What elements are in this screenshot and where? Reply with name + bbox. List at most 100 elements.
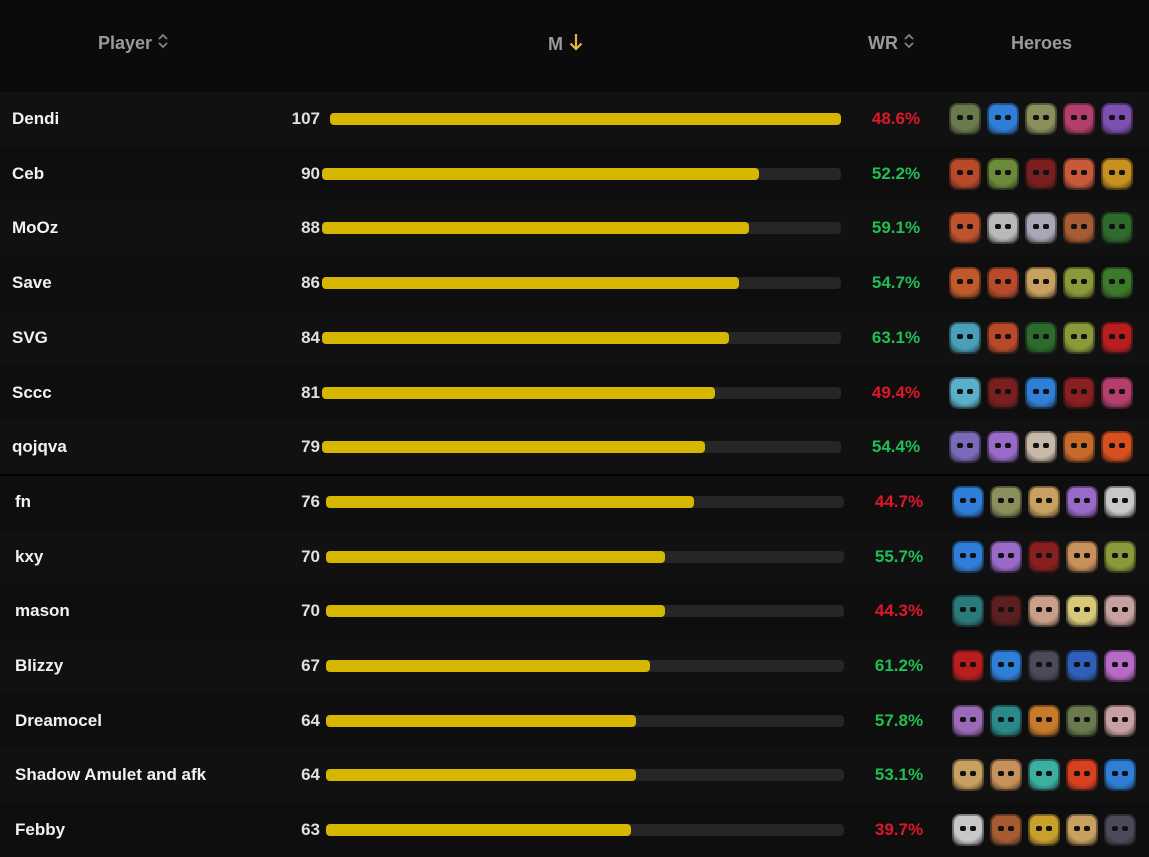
hero-portrait-icon[interactable]: [1104, 814, 1136, 846]
hero-portrait-icon[interactable]: [1104, 759, 1136, 791]
hero-portrait-icon[interactable]: [949, 103, 981, 135]
table-row[interactable]: MoOz 88 59.1%: [0, 201, 1149, 255]
hero-portrait-icon[interactable]: [990, 595, 1022, 627]
hero-portrait-icon[interactable]: [1104, 650, 1136, 682]
hero-portrait-icon[interactable]: [987, 431, 1019, 463]
hero-portrait-icon[interactable]: [952, 595, 984, 627]
hero-portrait-icon[interactable]: [949, 212, 981, 244]
player-name[interactable]: MoOz: [12, 218, 59, 237]
table-row[interactable]: Febby 63 39.7%: [0, 803, 1149, 857]
hero-portrait-icon[interactable]: [990, 705, 1022, 737]
hero-portrait-icon[interactable]: [1063, 267, 1095, 299]
hero-portrait-icon[interactable]: [1028, 814, 1060, 846]
hero-portrait-icon[interactable]: [1104, 595, 1136, 627]
hero-portrait-icon[interactable]: [987, 377, 1019, 409]
player-name[interactable]: Save: [12, 273, 52, 292]
hero-portrait-icon[interactable]: [987, 212, 1019, 244]
hero-portrait-icon[interactable]: [987, 158, 1019, 190]
player-name[interactable]: mason: [15, 601, 70, 620]
player-name[interactable]: Ceb: [12, 164, 45, 183]
hero-portrait-icon[interactable]: [949, 158, 981, 190]
hero-portrait-icon[interactable]: [1066, 486, 1098, 518]
winrate-column-header[interactable]: WR: [868, 33, 914, 54]
hero-portrait-icon[interactable]: [1101, 212, 1133, 244]
hero-portrait-icon[interactable]: [1066, 759, 1098, 791]
table-row[interactable]: Shadow Amulet and afk 64 53.1%: [0, 748, 1149, 802]
hero-portrait-icon[interactable]: [952, 759, 984, 791]
hero-portrait-icon[interactable]: [990, 650, 1022, 682]
table-row[interactable]: Ceb 90 52.2%: [0, 147, 1149, 201]
hero-portrait-icon[interactable]: [1028, 650, 1060, 682]
table-row[interactable]: Dendi 107 48.6%: [0, 92, 1149, 146]
hero-portrait-icon[interactable]: [1025, 212, 1057, 244]
player-name[interactable]: Blizzy: [15, 656, 64, 675]
player-name[interactable]: Dreamocel: [15, 711, 102, 730]
hero-portrait-icon[interactable]: [1028, 705, 1060, 737]
hero-portrait-icon[interactable]: [952, 541, 984, 573]
hero-portrait-icon[interactable]: [1025, 158, 1057, 190]
hero-portrait-icon[interactable]: [1063, 322, 1095, 354]
hero-portrait-icon[interactable]: [1104, 705, 1136, 737]
player-name[interactable]: Sccc: [12, 383, 52, 402]
matches-column-header[interactable]: M: [548, 33, 583, 56]
hero-portrait-icon[interactable]: [949, 322, 981, 354]
hero-portrait-icon[interactable]: [1063, 212, 1095, 244]
hero-portrait-icon[interactable]: [1101, 377, 1133, 409]
hero-portrait-icon[interactable]: [952, 814, 984, 846]
hero-portrait-icon[interactable]: [949, 267, 981, 299]
hero-portrait-icon[interactable]: [1025, 377, 1057, 409]
hero-portrait-icon[interactable]: [1101, 103, 1133, 135]
table-row[interactable]: Save 86 54.7%: [0, 256, 1149, 310]
player-name[interactable]: qojqva: [12, 437, 67, 456]
table-row[interactable]: fn 76 44.7%: [0, 475, 1149, 529]
player-name[interactable]: Shadow Amulet and afk: [15, 765, 207, 784]
player-name[interactable]: Febby: [15, 820, 66, 839]
hero-portrait-icon[interactable]: [1025, 267, 1057, 299]
player-name[interactable]: kxy: [15, 547, 44, 566]
player-name[interactable]: SVG: [12, 328, 48, 347]
hero-portrait-icon[interactable]: [1066, 595, 1098, 627]
hero-portrait-icon[interactable]: [1066, 814, 1098, 846]
hero-portrait-icon[interactable]: [1063, 431, 1095, 463]
hero-portrait-icon[interactable]: [987, 103, 1019, 135]
hero-portrait-icon[interactable]: [952, 650, 984, 682]
table-row[interactable]: Sccc 81 49.4%: [0, 366, 1149, 420]
hero-portrait-icon[interactable]: [952, 705, 984, 737]
table-row[interactable]: Blizzy 67 61.2%: [0, 639, 1149, 693]
hero-portrait-icon[interactable]: [1066, 650, 1098, 682]
hero-portrait-icon[interactable]: [949, 431, 981, 463]
hero-portrait-icon[interactable]: [990, 814, 1022, 846]
hero-portrait-icon[interactable]: [1063, 377, 1095, 409]
table-row[interactable]: SVG 84 63.1%: [0, 311, 1149, 365]
hero-portrait-icon[interactable]: [990, 759, 1022, 791]
hero-portrait-icon[interactable]: [1028, 541, 1060, 573]
hero-portrait-icon[interactable]: [1063, 158, 1095, 190]
hero-portrait-icon[interactable]: [1025, 322, 1057, 354]
hero-portrait-icon[interactable]: [1028, 759, 1060, 791]
table-row[interactable]: kxy 70 55.7%: [0, 530, 1149, 584]
hero-portrait-icon[interactable]: [949, 377, 981, 409]
player-name[interactable]: Dendi: [12, 109, 60, 128]
hero-portrait-icon[interactable]: [1066, 541, 1098, 573]
hero-portrait-icon[interactable]: [952, 486, 984, 518]
hero-portrait-icon[interactable]: [1101, 158, 1133, 190]
hero-portrait-icon[interactable]: [1028, 486, 1060, 518]
hero-portrait-icon[interactable]: [1101, 267, 1133, 299]
table-row[interactable]: mason 70 44.3%: [0, 584, 1149, 638]
hero-portrait-icon[interactable]: [1028, 595, 1060, 627]
hero-portrait-icon[interactable]: [1101, 431, 1133, 463]
hero-portrait-icon[interactable]: [1025, 103, 1057, 135]
hero-portrait-icon[interactable]: [1104, 541, 1136, 573]
hero-portrait-icon[interactable]: [990, 486, 1022, 518]
hero-portrait-icon[interactable]: [990, 541, 1022, 573]
hero-portrait-icon[interactable]: [1063, 103, 1095, 135]
table-row[interactable]: qojqva 79 54.4%: [0, 420, 1149, 474]
hero-portrait-icon[interactable]: [1101, 322, 1133, 354]
player-name[interactable]: fn: [15, 492, 32, 511]
hero-portrait-icon[interactable]: [987, 322, 1019, 354]
hero-portrait-icon[interactable]: [1104, 486, 1136, 518]
hero-portrait-icon[interactable]: [987, 267, 1019, 299]
hero-portrait-icon[interactable]: [1066, 705, 1098, 737]
player-column-header[interactable]: Player: [98, 33, 168, 54]
table-row[interactable]: Dreamocel 64 57.8%: [0, 694, 1149, 748]
